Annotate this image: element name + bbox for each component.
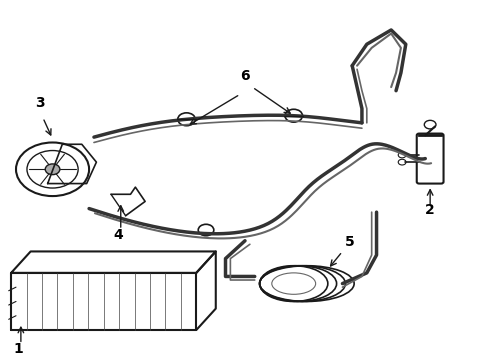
Circle shape <box>45 164 60 175</box>
Text: 3: 3 <box>36 96 45 110</box>
Text: 4: 4 <box>114 228 123 242</box>
Text: 5: 5 <box>345 235 355 249</box>
Text: 2: 2 <box>425 203 435 217</box>
Text: 1: 1 <box>14 342 24 356</box>
Text: 6: 6 <box>240 69 250 83</box>
